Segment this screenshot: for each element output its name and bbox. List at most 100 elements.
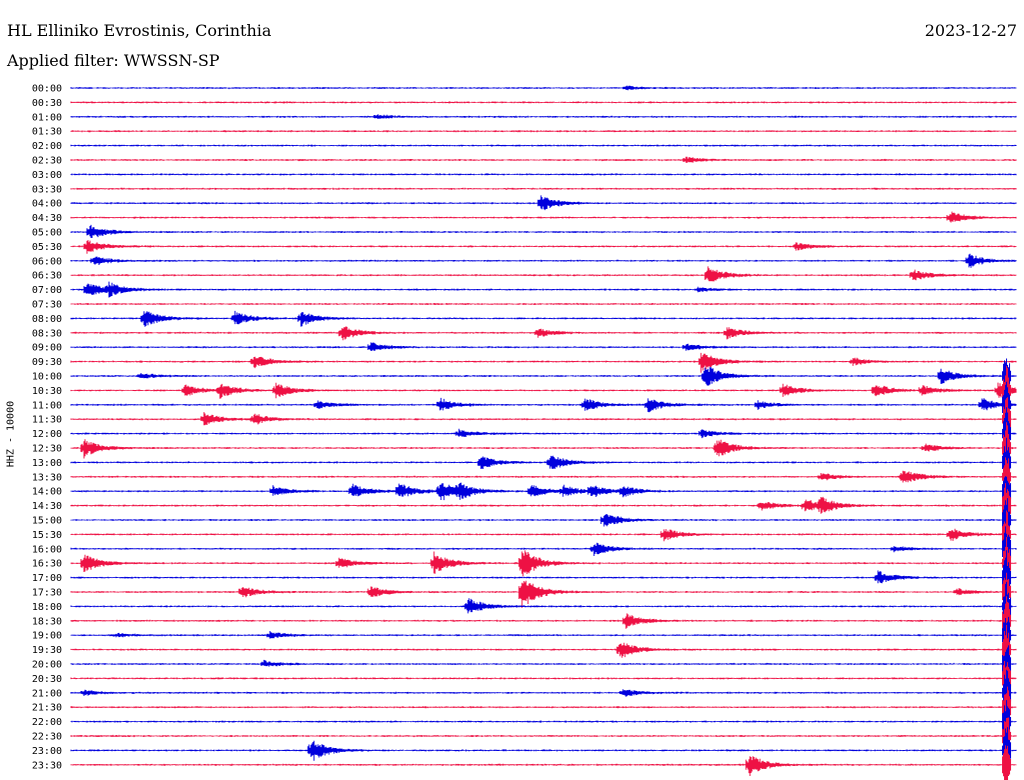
date-label: 2023-12-27 — [924, 21, 1017, 40]
row-time-label: 21:30 — [32, 703, 62, 714]
trace-row-0730 — [70, 302, 1017, 306]
trace-row-0330 — [70, 187, 1017, 190]
row-time-label: 13:00 — [32, 458, 62, 469]
row-time-label: 08:00 — [32, 314, 62, 325]
trace-row-0300 — [70, 173, 1017, 176]
trace-row-1600 — [70, 542, 1017, 556]
row-time-label: 10:30 — [32, 386, 62, 397]
trace-row-1000 — [70, 367, 1017, 386]
trace-row-2230 — [70, 734, 1017, 738]
trace-row-2000 — [70, 659, 1017, 667]
trace-row-1130 — [70, 412, 1017, 426]
trace-row-0530 — [70, 240, 1017, 254]
row-time-label: 23:00 — [32, 746, 62, 757]
row-time-label: 02:00 — [32, 141, 62, 152]
row-time-label: 18:30 — [32, 616, 62, 627]
trace-row-1700 — [70, 570, 1017, 584]
trace-row-0830 — [70, 326, 1017, 341]
row-time-label: 04:00 — [32, 199, 62, 210]
trace-row-0430 — [70, 211, 1017, 223]
row-time-label: 00:30 — [32, 98, 62, 109]
row-time-label: 04:30 — [32, 213, 62, 224]
trace-row-1100 — [70, 397, 1017, 413]
row-time-label: 16:30 — [32, 559, 62, 570]
trace-row-0700 — [70, 281, 1017, 298]
row-time-label: 20:00 — [32, 660, 62, 671]
trace-row-2200 — [70, 720, 1017, 723]
large-event-segment — [1002, 745, 1012, 780]
row-time-label: 22:00 — [32, 717, 62, 728]
trace-row-1330 — [70, 470, 1017, 483]
trace-row-0930 — [70, 352, 1017, 373]
row-time-label: 15:30 — [32, 530, 62, 541]
trace-row-0100 — [70, 114, 1017, 119]
row-time-label: 21:00 — [32, 688, 62, 699]
trace-row-1530 — [70, 528, 1017, 542]
row-time-label: 10:00 — [32, 372, 62, 383]
row-time-label: 19:30 — [32, 645, 62, 656]
trace-row-0800 — [70, 310, 1017, 327]
row-time-label: 17:00 — [32, 573, 62, 584]
trace-row-0900 — [70, 342, 1017, 351]
trace-row-1730 — [70, 580, 1017, 608]
trace-row-1830 — [70, 613, 1017, 629]
trace-row-0200 — [70, 144, 1017, 147]
trace-row-1500 — [70, 514, 1017, 527]
row-time-label: 02:30 — [32, 156, 62, 167]
row-time-label: 01:00 — [32, 112, 62, 123]
trace-row-2300 — [70, 740, 1017, 761]
trace-row-1400 — [70, 482, 1017, 501]
row-time-label: 06:00 — [32, 256, 62, 267]
trace-row-1230 — [70, 439, 1017, 459]
trace-row-2330 — [70, 756, 1017, 776]
row-time-label: 09:00 — [32, 343, 62, 354]
row-time-label: 03:30 — [32, 184, 62, 195]
time-axis-labels: 00:00 00:30 01:00 01:30 02:00 02:30 03:00 03:30… — [32, 84, 62, 772]
trace-row-1800 — [70, 598, 1017, 614]
trace-row-1930 — [70, 642, 1017, 658]
row-time-label: 05:00 — [32, 228, 62, 239]
trace-row-0000 — [70, 85, 1017, 91]
row-time-label: 05:30 — [32, 242, 62, 253]
trace-row-0630 — [70, 266, 1017, 282]
filter-label: Applied filter: WWSSN-SP — [7, 51, 220, 70]
row-time-label: 14:00 — [32, 487, 62, 498]
trace-row-1430 — [70, 496, 1017, 514]
trace-row-1630 — [70, 550, 1017, 577]
row-time-label: 13:30 — [32, 472, 62, 483]
row-time-label: 22:30 — [32, 732, 62, 743]
trace-row-2130 — [70, 706, 1017, 709]
trace-lines — [70, 85, 1017, 780]
trace-row-0600 — [70, 253, 1017, 268]
row-time-label: 06:30 — [32, 271, 62, 282]
trace-row-1200 — [70, 428, 1017, 439]
row-time-label: 11:00 — [32, 400, 62, 411]
row-time-label: 12:30 — [32, 444, 62, 455]
row-time-label: 08:30 — [32, 328, 62, 339]
row-time-label: 09:30 — [32, 357, 62, 368]
row-time-label: 03:00 — [32, 170, 62, 181]
row-time-label: 18:00 — [32, 602, 62, 613]
trace-row-0030 — [70, 101, 1017, 104]
row-time-label: 23:30 — [32, 760, 62, 771]
trace-row-0400 — [70, 195, 1017, 211]
trace-row-1030 — [70, 382, 1017, 399]
row-time-label: 16:00 — [32, 544, 62, 555]
trace-row-1900 — [70, 631, 1017, 639]
row-time-label: 17:30 — [32, 588, 62, 599]
trace-row-2030 — [70, 677, 1017, 680]
trace-row-1300 — [70, 455, 1017, 469]
row-time-label: 19:00 — [32, 631, 62, 642]
trace-row-0500 — [70, 224, 1017, 238]
row-time-label: 12:00 — [32, 429, 62, 440]
row-time-label: 20:30 — [32, 674, 62, 685]
row-time-label: 11:30 — [32, 415, 62, 426]
row-time-label: 07:00 — [32, 285, 62, 296]
trace-row-0130 — [70, 130, 1017, 133]
trace-row-0230 — [70, 156, 1017, 163]
row-time-label: 01:30 — [32, 127, 62, 138]
row-time-label: 14:30 — [32, 501, 62, 512]
station-title: HL Elliniko Evrostinis, Corinthia — [7, 21, 272, 40]
row-time-label: 15:00 — [32, 516, 62, 527]
